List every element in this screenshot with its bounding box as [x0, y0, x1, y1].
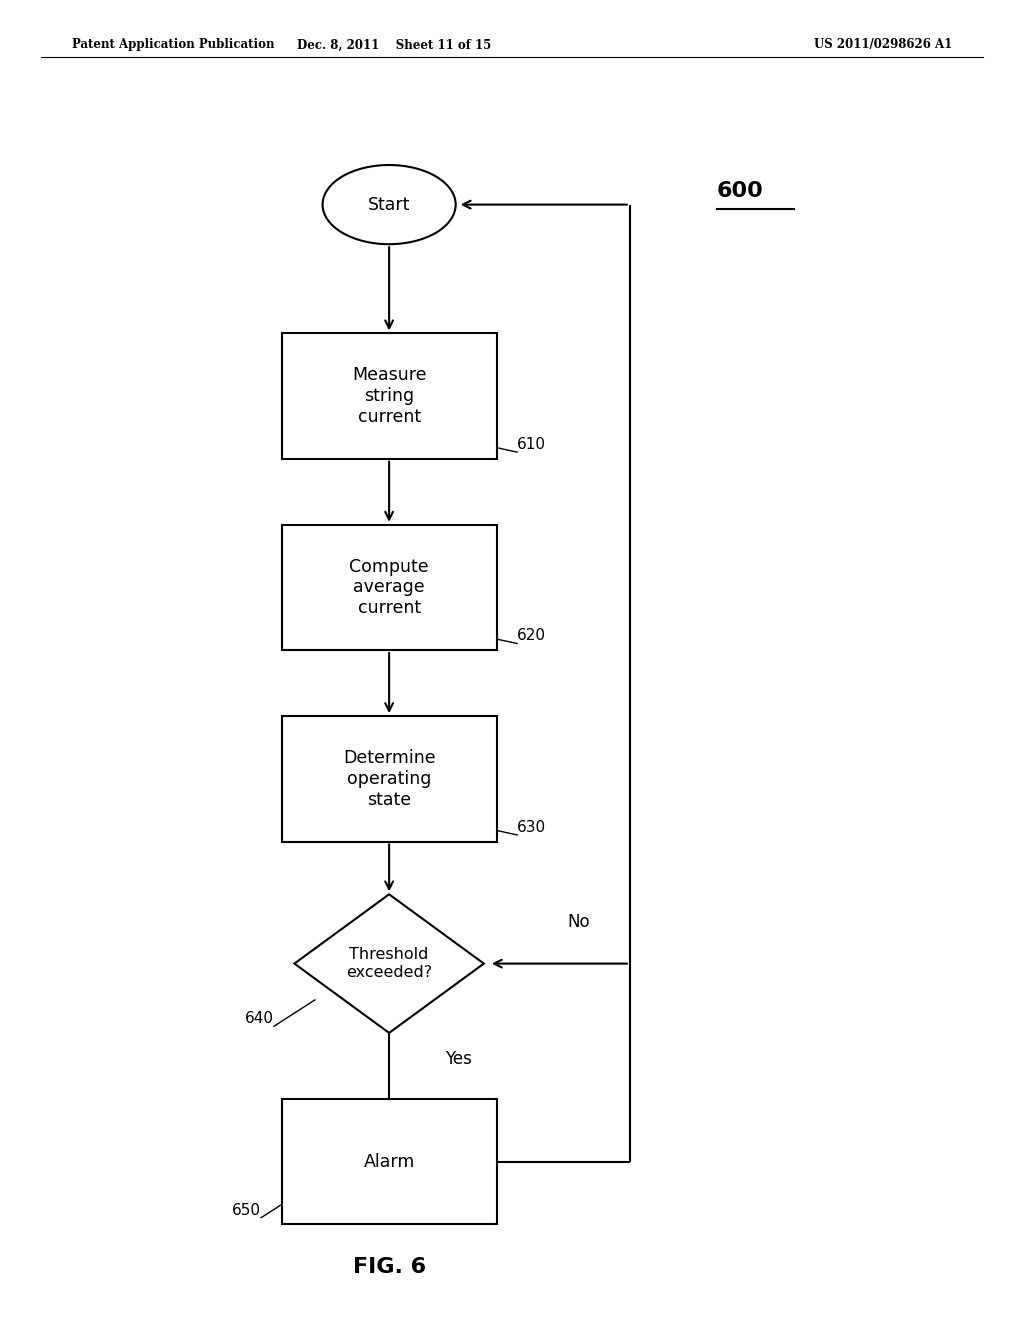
FancyBboxPatch shape: [282, 715, 497, 842]
Text: 640: 640: [245, 1011, 273, 1027]
Text: Measure
string
current: Measure string current: [352, 366, 426, 426]
Text: 600: 600: [717, 181, 764, 202]
Text: 650: 650: [232, 1203, 261, 1217]
Polygon shape: [295, 895, 484, 1032]
FancyBboxPatch shape: [282, 334, 497, 459]
Text: 620: 620: [517, 628, 546, 643]
Text: Start: Start: [368, 195, 411, 214]
Text: Threshold
exceeded?: Threshold exceeded?: [346, 948, 432, 979]
FancyBboxPatch shape: [282, 524, 497, 649]
Text: Yes: Yes: [445, 1049, 472, 1068]
Text: Determine
operating
state: Determine operating state: [343, 748, 435, 809]
Text: FIG. 6: FIG. 6: [352, 1257, 426, 1278]
Text: US 2011/0298626 A1: US 2011/0298626 A1: [814, 38, 952, 51]
Text: 610: 610: [517, 437, 546, 451]
Text: Dec. 8, 2011    Sheet 11 of 15: Dec. 8, 2011 Sheet 11 of 15: [297, 38, 492, 51]
Text: Compute
average
current: Compute average current: [349, 557, 429, 618]
Text: Alarm: Alarm: [364, 1152, 415, 1171]
Ellipse shape: [323, 165, 456, 244]
Text: Patent Application Publication: Patent Application Publication: [72, 38, 274, 51]
FancyBboxPatch shape: [282, 1098, 497, 1225]
Text: No: No: [567, 912, 590, 931]
Text: 630: 630: [517, 820, 546, 836]
